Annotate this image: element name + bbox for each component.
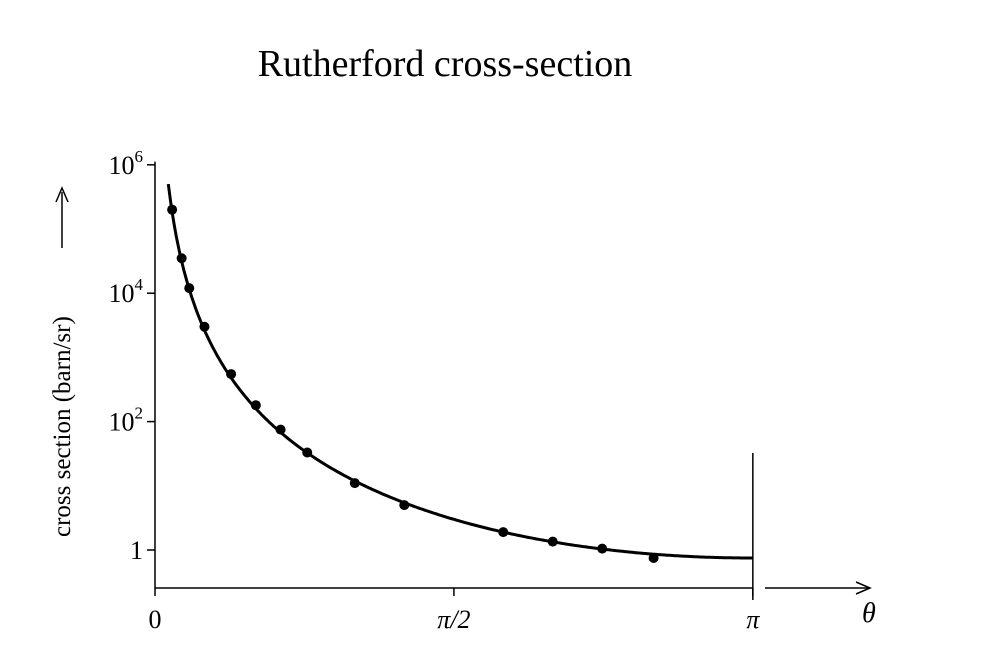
y-arrow-head	[55, 186, 69, 203]
data-point	[547, 536, 558, 547]
data-point	[275, 424, 286, 435]
data-point	[302, 447, 313, 458]
data-point	[199, 321, 210, 332]
data-point	[167, 204, 178, 215]
axes	[154, 161, 754, 600]
data-point	[648, 553, 659, 564]
y-axis-arrow	[55, 186, 69, 248]
x-ticks: 0 π/2 π	[149, 588, 760, 634]
y-tick-label: 104	[109, 275, 144, 308]
x-tick-label: 0	[149, 605, 162, 634]
data-point	[250, 400, 261, 411]
x-arrow-head	[855, 581, 872, 595]
data-point	[597, 543, 608, 554]
y-tick-label: 1	[130, 536, 143, 565]
y-ticks: 106 104 102 1	[109, 147, 155, 565]
x-axis-arrow	[765, 581, 872, 595]
x-tick-label: π/2	[437, 605, 470, 634]
y-tick-label: 106	[109, 147, 144, 180]
data-point	[349, 478, 360, 489]
data-point	[498, 527, 509, 538]
data-points	[167, 204, 659, 564]
y-tick-label: 102	[109, 404, 144, 437]
fit-curve	[166, 183, 753, 560]
x-axis-label: θ	[862, 598, 876, 629]
chart-title: Rutherford cross-section	[257, 43, 633, 85]
x-tick-label: π	[746, 605, 760, 634]
data-point	[226, 369, 237, 380]
data-point	[176, 253, 187, 264]
y-axis-label: cross section (barn/sr)	[49, 316, 76, 537]
data-point	[184, 283, 195, 294]
data-point	[399, 500, 410, 511]
